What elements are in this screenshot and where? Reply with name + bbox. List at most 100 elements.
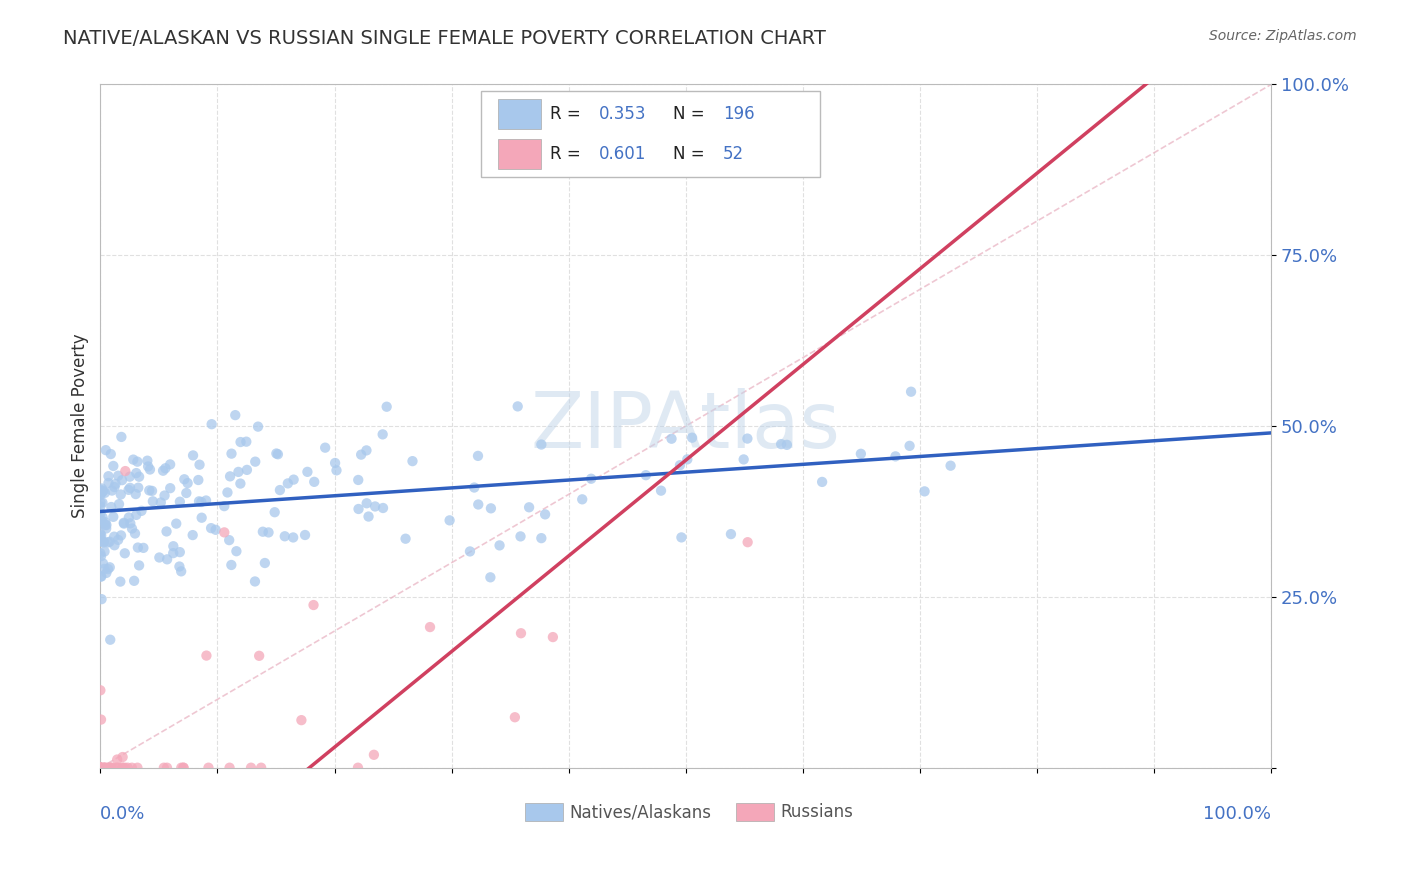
Point: [162, 546, 184, 560]
Point: [94, 516, 117, 530]
Point: [165, 516, 187, 531]
Point: [914, 484, 936, 499]
Point: [371, 427, 394, 442]
Point: [91, 496, 114, 510]
Text: Source: ZipAtlas.com: Source: ZipAtlas.com: [1209, 29, 1357, 43]
Point: [89, 761, 111, 775]
Point: [127, 541, 149, 555]
Point: [506, 400, 529, 414]
Point: [181, 528, 204, 542]
Point: [350, 448, 373, 462]
Point: [195, 493, 218, 508]
Point: [110, 430, 132, 444]
Point: [97, 562, 120, 576]
Point: [371, 500, 394, 515]
Point: [530, 531, 553, 545]
Point: [120, 516, 142, 531]
Text: ZIPAtlas: ZIPAtlas: [531, 388, 841, 464]
Point: [218, 761, 240, 775]
Text: R =: R =: [550, 105, 586, 123]
Point: [97, 535, 120, 549]
Point: [884, 450, 907, 464]
Point: [93, 483, 115, 498]
Point: [103, 458, 125, 473]
Point: [245, 455, 267, 469]
Point: [190, 510, 212, 524]
Point: [463, 481, 485, 495]
Point: [107, 761, 129, 775]
Point: [266, 446, 288, 460]
Text: 100.0%: 100.0%: [1204, 805, 1271, 823]
Point: [118, 469, 141, 483]
Point: [181, 449, 204, 463]
Point: [155, 461, 177, 475]
Point: [114, 546, 136, 560]
Point: [90, 528, 112, 542]
Text: N =: N =: [673, 105, 710, 123]
Point: [221, 447, 243, 461]
Point: [89, 506, 111, 520]
Point: [89, 530, 111, 544]
Text: Russians: Russians: [780, 803, 853, 822]
Point: [149, 495, 172, 509]
Point: [132, 541, 155, 555]
Point: [401, 454, 423, 468]
Point: [571, 492, 593, 507]
Point: [297, 465, 319, 479]
Point: [172, 761, 194, 775]
Point: [530, 437, 553, 451]
Point: [112, 516, 135, 531]
Point: [93, 562, 115, 576]
Point: [155, 524, 177, 539]
Point: [103, 538, 125, 552]
Text: R =: R =: [550, 145, 586, 162]
Point: [90, 486, 112, 500]
Point: [770, 437, 793, 451]
Point: [162, 539, 184, 553]
Point: [97, 761, 120, 775]
FancyBboxPatch shape: [481, 91, 820, 177]
Point: [90, 513, 112, 527]
Point: [103, 480, 125, 494]
Point: [510, 626, 533, 640]
Point: [98, 560, 121, 574]
Point: [94, 443, 117, 458]
Point: [125, 466, 148, 480]
Point: [89, 761, 111, 775]
Point: [110, 487, 132, 501]
Text: 0.0%: 0.0%: [100, 805, 146, 823]
Point: [89, 495, 111, 509]
Point: [517, 500, 540, 515]
Point: [347, 473, 370, 487]
Point: [89, 761, 111, 775]
Point: [214, 525, 236, 540]
Point: [173, 761, 195, 775]
Point: [661, 432, 683, 446]
Point: [108, 497, 131, 511]
Point: [228, 465, 250, 479]
Point: [90, 483, 112, 497]
Point: [97, 475, 120, 490]
Point: [107, 468, 129, 483]
Point: [363, 747, 385, 762]
Text: 196: 196: [723, 105, 755, 123]
Point: [131, 504, 153, 518]
Point: [479, 570, 502, 584]
Point: [91, 557, 114, 571]
Point: [127, 455, 149, 469]
Point: [250, 761, 273, 775]
Point: [169, 559, 191, 574]
Point: [229, 476, 252, 491]
Point: [124, 526, 146, 541]
Point: [356, 443, 378, 458]
Point: [118, 510, 141, 524]
Point: [170, 761, 193, 775]
Point: [681, 431, 703, 445]
Point: [240, 761, 263, 775]
Point: [218, 533, 240, 548]
Point: [283, 531, 305, 545]
Point: [217, 485, 239, 500]
Point: [173, 472, 195, 486]
Point: [110, 528, 132, 542]
Point: [294, 528, 316, 542]
